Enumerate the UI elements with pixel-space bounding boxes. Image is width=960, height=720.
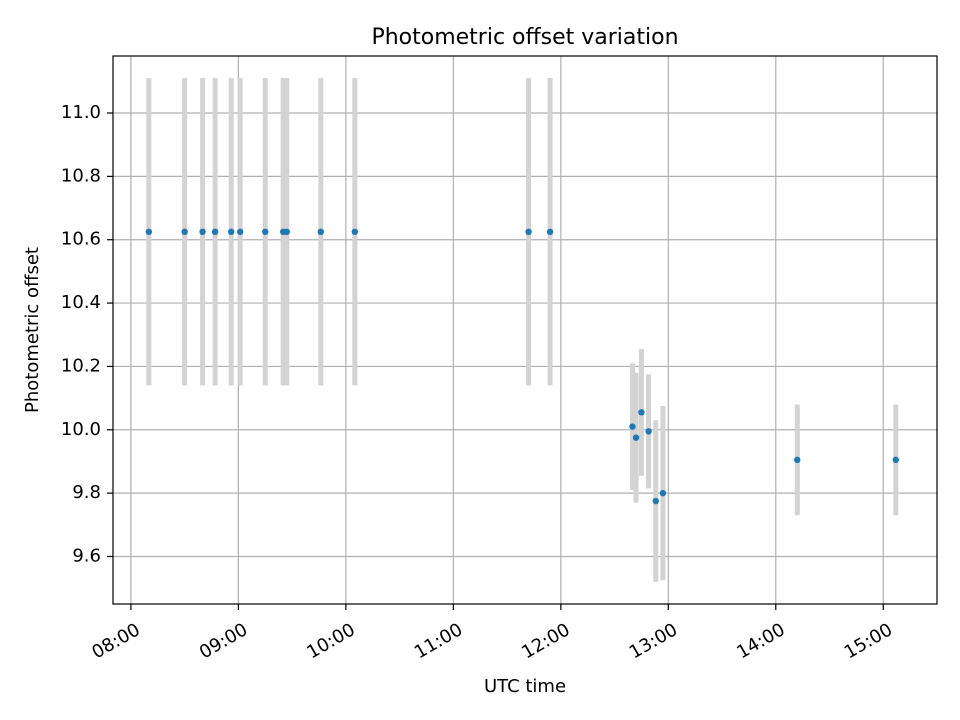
y-tick-label: 10.6 [61, 229, 101, 250]
data-point [546, 228, 554, 236]
data-point [211, 228, 219, 236]
data-point [236, 228, 244, 236]
chart-title: Photometric offset variation [371, 25, 678, 50]
data-point [794, 456, 801, 464]
y-axis-ticks: 9.6 9.8 10.0 10.2 10.4 10.6 10.8 11.0 [61, 102, 113, 566]
data-point [262, 228, 269, 236]
grid-lines [113, 56, 937, 604]
data-point [638, 409, 645, 416]
y-tick-label: 11.0 [61, 102, 101, 123]
y-tick-label: 10.4 [61, 292, 101, 313]
plot-frame [112, 55, 938, 605]
y-tick-label: 10.2 [61, 355, 101, 376]
data-point [317, 228, 324, 236]
data-point [351, 228, 359, 236]
y-axis-label: Photometric offset [22, 247, 43, 413]
data-point [228, 228, 235, 236]
data-point [181, 228, 188, 236]
y-tick-label: 10.0 [61, 419, 101, 440]
y-tick-label: 9.8 [72, 482, 101, 503]
data-points [145, 228, 899, 505]
data-point [892, 456, 899, 464]
data-point [199, 228, 206, 236]
data-point [632, 434, 640, 441]
y-tick-label: 9.6 [72, 545, 101, 566]
data-point [525, 228, 532, 236]
data-point [652, 497, 659, 505]
data-point [659, 489, 667, 497]
data-point [283, 228, 290, 236]
data-point [145, 228, 153, 236]
data-point [645, 428, 652, 435]
x-axis-label: UTC time [484, 676, 566, 697]
y-tick-label: 10.8 [61, 165, 101, 186]
data-point [629, 423, 636, 430]
